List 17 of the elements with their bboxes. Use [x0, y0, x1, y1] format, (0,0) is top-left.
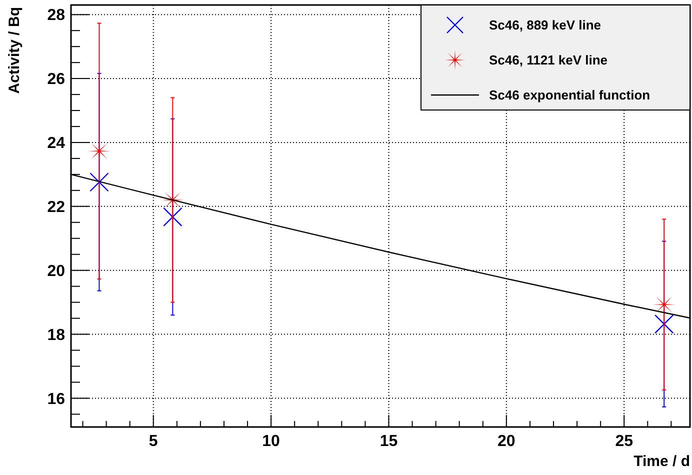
- legend-label: Sc46, 889 keV line: [489, 18, 602, 33]
- y-tick-label: 20: [47, 262, 66, 280]
- y-axis-title: Activity / Bq: [6, 7, 23, 94]
- x-tick-label: 15: [380, 433, 398, 450]
- x-axis-title: Time / d: [634, 453, 690, 470]
- x-tick-label: 20: [498, 433, 516, 450]
- x-tick-label: 10: [262, 433, 280, 450]
- x-tick-label: 5: [148, 433, 158, 450]
- y-tick-label: 22: [47, 199, 66, 216]
- x-tick-label: 25: [615, 433, 634, 450]
- legend-label: Sc46, 1121 keV line: [489, 52, 608, 68]
- y-tick-label: 16: [47, 390, 66, 408]
- y-tick-label: 18: [47, 326, 66, 344]
- y-tick-label: 26: [47, 71, 66, 88]
- legend-label: Sc46 exponential function: [489, 88, 650, 103]
- y-tick-label: 28: [47, 7, 66, 24]
- y-tick-label: 24: [47, 135, 66, 152]
